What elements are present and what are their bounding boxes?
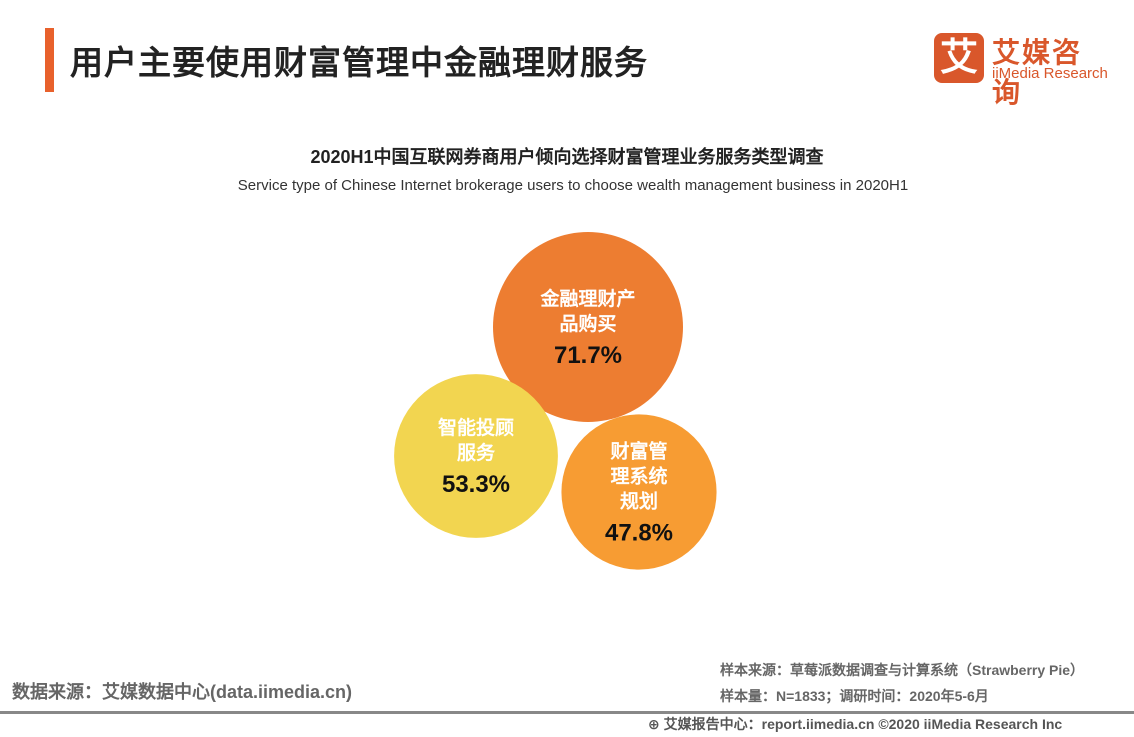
bubble-label: 品购买	[559, 312, 616, 335]
logo-mark: 艾	[934, 33, 984, 83]
bubble-label: 财富管	[610, 440, 667, 463]
globe-icon: ⊕	[648, 716, 664, 732]
bubble-label: 金融理财产	[539, 287, 635, 310]
title-accent-bar	[45, 28, 54, 92]
chart-title: 2020H1中国互联网券商用户倾向选择财富管理业务服务类型调查	[310, 147, 824, 167]
bubble-value: 47.8%	[605, 520, 673, 547]
bubble-label: 智能投顾	[438, 416, 514, 439]
copyright: ⊕ 艾媒报告中心：report.iimedia.cn ©2020 iiMedia…	[648, 714, 1062, 734]
chart-subtitle: Service type of Chinese Internet brokera…	[237, 177, 909, 194]
bubble-value: 53.3%	[442, 471, 510, 498]
bubble-value: 71.7%	[554, 342, 622, 369]
logo-en: iiMedia Research	[992, 65, 1108, 82]
copyright-text: 艾媒报告中心：report.iimedia.cn ©2020 iiMedia R…	[663, 716, 1063, 732]
bubble-0	[493, 232, 683, 422]
footer-divider	[0, 711, 1134, 714]
bubble-1	[394, 374, 558, 538]
bubble-2	[561, 414, 717, 570]
bubble-label: 服务	[457, 441, 496, 464]
logo: 艾 艾媒咨询 iiMedia Research	[934, 33, 1110, 108]
data-source: 数据来源：艾媒数据中心(data.iimedia.cn)	[12, 682, 353, 702]
page-title: 用户主要使用财富管理中金融理财服务	[70, 44, 648, 81]
logo-cn: 艾媒咨询	[992, 37, 1083, 108]
bubble-label: 理系统	[610, 465, 667, 488]
sample-source: 样本来源：草莓派数据调查与计算系统（Strawberry Pie）	[720, 662, 1085, 678]
bubble-label: 规划	[620, 490, 658, 513]
sample-size: 样本量：N=1833；调研时间：2020年5-6月	[720, 688, 989, 704]
